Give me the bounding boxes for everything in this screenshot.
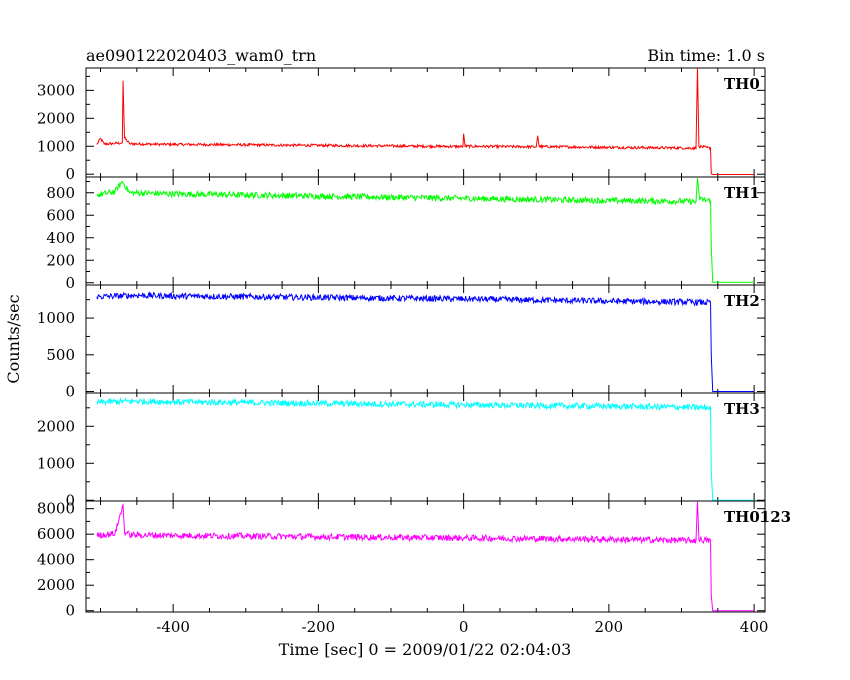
panel-label: TH0123 — [724, 508, 791, 526]
panel-label: TH3 — [724, 400, 760, 418]
panel-label: TH0 — [724, 75, 760, 93]
y-tick-label: 0 — [65, 165, 75, 183]
panel-frame — [85, 392, 766, 502]
series-line-th0 — [96, 67, 755, 175]
y-tick-label: 500 — [46, 346, 75, 364]
y-tick-label: 800 — [46, 184, 75, 202]
panel-th0123: 0 2000 4000 6000 8000 TH0123 — [37, 500, 791, 620]
x-tick-label: -400 — [156, 618, 190, 636]
x-tick-label: 200 — [595, 618, 624, 636]
bin-time-label: Bin time: 1.0 s — [647, 46, 765, 65]
y-tick-label: 3000 — [37, 81, 75, 99]
panel-frame — [85, 67, 766, 178]
y-axis-label: Counts/sec — [4, 294, 23, 383]
y-tick-label: 0 — [65, 491, 75, 509]
series-line-th3 — [96, 397, 755, 501]
y-tick-label: 600 — [46, 206, 75, 224]
panel-label: TH2 — [724, 292, 760, 310]
panel-th0: 0 1000 2000 3000 TH0 — [37, 67, 766, 183]
series-line-th2 — [96, 291, 755, 393]
panel-th3: 0 1000 2000 TH3 — [37, 392, 766, 509]
y-tick-label: 4000 — [37, 551, 75, 569]
panel-th2: 0 500 1000 TH2 — [37, 284, 766, 401]
y-tick-label: 8000 — [37, 500, 75, 518]
x-tick-label: 400 — [740, 618, 769, 636]
y-tick-label: 1000 — [37, 309, 75, 327]
y-tick-label: 2000 — [37, 109, 75, 127]
y-tick-label: 0 — [65, 602, 75, 620]
panel-th1: 0 200 400 600 800 TH1 — [46, 176, 766, 292]
x-tick-label: 0 — [459, 618, 469, 636]
chart-title: ae090122020403_wam0_trn — [86, 46, 316, 65]
y-tick-label: 200 — [46, 251, 75, 269]
y-tick-label: 400 — [46, 229, 75, 247]
y-tick-label: 6000 — [37, 525, 75, 543]
x-tick-label: -200 — [302, 618, 336, 636]
series-line-th1 — [96, 178, 755, 283]
y-tick-label: 2000 — [37, 417, 75, 435]
y-tick-label: 1000 — [37, 137, 75, 155]
x-axis-label: Time [sec] 0 = 2009/01/22 02:04:03 — [279, 640, 572, 659]
y-tick-label: 0 — [65, 383, 75, 401]
panel-frame — [85, 500, 766, 613]
panel-label: TH1 — [724, 184, 760, 202]
series-line-th0123 — [96, 500, 755, 612]
y-tick-label: 2000 — [37, 576, 75, 594]
y-tick-label: 0 — [65, 274, 75, 292]
y-tick-label: 1000 — [37, 454, 75, 472]
